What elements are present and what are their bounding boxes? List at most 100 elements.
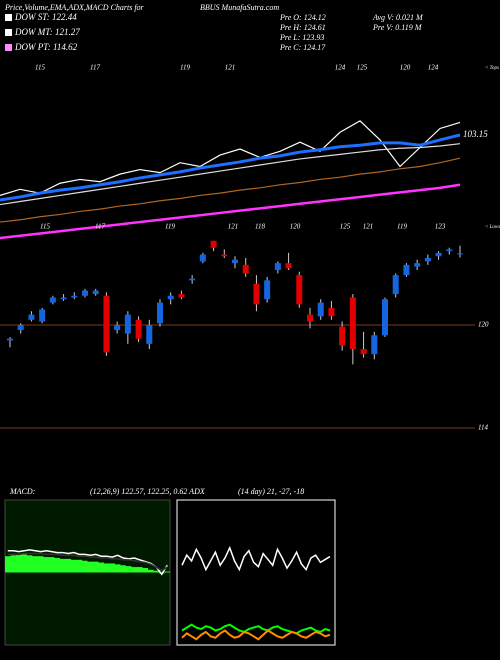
- candle-body: [403, 264, 410, 276]
- macd-line: [7, 549, 168, 576]
- candle-body: [103, 295, 110, 353]
- price-stat: Pre L: 123.93: [279, 33, 324, 42]
- low-note: < Lows: [485, 225, 500, 230]
- panel-label: MACD:: [9, 487, 36, 496]
- candle-body: [242, 264, 249, 274]
- candle-body: [360, 348, 367, 355]
- candle-body: [221, 254, 228, 257]
- candle-body: [371, 335, 378, 355]
- top-label: 117: [90, 64, 100, 72]
- top-label: 124: [428, 64, 439, 72]
- y-tick-label: 120: [478, 321, 489, 329]
- candle-body: [446, 249, 453, 252]
- volume-stat: Avg V: 0.021 M: [372, 13, 424, 22]
- histogram-bar: [82, 560, 88, 573]
- histogram-bar: [93, 561, 99, 573]
- top-note: < Tops: [485, 66, 499, 71]
- low-label: 121: [228, 223, 239, 231]
- low-label: 119: [397, 223, 407, 231]
- low-label: 121: [363, 223, 374, 231]
- histogram-bar: [32, 556, 38, 573]
- candle-body: [82, 290, 88, 296]
- candle-body: [264, 280, 271, 300]
- candle-body: [7, 338, 13, 341]
- volume-stat: Pre V: 0.119 M: [372, 23, 423, 32]
- candle-body: [296, 275, 303, 305]
- histogram-bar: [10, 555, 16, 573]
- price-stat: Pre C: 124.17: [279, 43, 326, 52]
- histogram-bar: [142, 567, 148, 573]
- low-label: 117: [95, 223, 105, 231]
- indicator-line: [0, 183, 461, 240]
- legend-label: DOW PT: 114.62: [14, 42, 78, 52]
- y-tick-label: 114: [478, 424, 488, 432]
- histogram-bar: [49, 557, 55, 573]
- low-label: 123: [435, 223, 446, 231]
- macd-line: [7, 552, 168, 572]
- histogram-bar: [126, 566, 132, 573]
- candle-body: [92, 290, 99, 295]
- indicator-line: [0, 157, 461, 223]
- candle-body: [60, 297, 67, 300]
- candle-body: [285, 263, 292, 269]
- histogram-bar: [153, 570, 159, 573]
- low-label: 119: [165, 223, 175, 231]
- panel-params: (14 day) 21, -27, -18: [238, 487, 304, 496]
- histogram-bar: [65, 558, 71, 573]
- histogram-bar: [104, 563, 110, 573]
- histogram-bar: [148, 569, 154, 573]
- candle-body: [317, 302, 324, 317]
- candle-body: [167, 295, 174, 300]
- candle-body: [124, 314, 131, 334]
- legend-swatch: [5, 44, 12, 51]
- histogram-bar: [5, 556, 11, 573]
- top-label: 125: [357, 64, 368, 72]
- histogram-bar: [137, 567, 143, 573]
- indicator-line: [0, 133, 461, 202]
- histogram-bar: [109, 563, 115, 573]
- candle-body: [210, 240, 217, 248]
- indicator-line: [0, 143, 461, 206]
- candle-body: [157, 302, 163, 324]
- histogram-bar: [71, 559, 77, 573]
- histogram-bar: [87, 561, 93, 573]
- histogram-bar: [21, 554, 27, 573]
- candle-body: [382, 299, 388, 336]
- candle-body: [189, 278, 196, 281]
- top-label: 121: [225, 64, 236, 72]
- legend-label: DOW MT: 121.27: [14, 27, 80, 37]
- histogram-bar: [54, 558, 60, 573]
- candle-body: [178, 294, 185, 298]
- histogram-bar: [27, 555, 33, 573]
- adx-line: [181, 623, 331, 635]
- candle-body: [328, 307, 335, 317]
- low-label: 115: [40, 223, 50, 231]
- candle-body: [274, 263, 281, 271]
- top-label: 119: [180, 64, 190, 72]
- top-label: 120: [400, 64, 411, 72]
- low-label: 118: [255, 223, 265, 231]
- candle-body: [424, 257, 431, 262]
- top-label: 115: [35, 64, 45, 72]
- candle-body: [17, 324, 24, 331]
- candle-body: [232, 259, 238, 264]
- histogram-bar: [115, 564, 121, 573]
- histogram-bar: [120, 565, 126, 573]
- histogram-bar: [16, 554, 22, 573]
- candle-body: [435, 252, 442, 257]
- candle-body: [307, 314, 313, 322]
- panel: [176, 499, 336, 646]
- page-title: Price,Volume,EMA,ADX,MACD Charts for: [4, 3, 145, 12]
- low-label: 125: [340, 223, 351, 231]
- candle-body: [414, 263, 421, 267]
- candle-body: [49, 297, 56, 303]
- candle-body: [39, 309, 46, 322]
- adx-line: [181, 629, 331, 641]
- price-stat: Pre H: 124.61: [279, 23, 326, 32]
- candle-body: [71, 295, 78, 298]
- candle-body: [339, 326, 346, 346]
- top-label: 124: [335, 64, 346, 72]
- candle-body: [114, 324, 121, 331]
- candle-body: [28, 314, 35, 320]
